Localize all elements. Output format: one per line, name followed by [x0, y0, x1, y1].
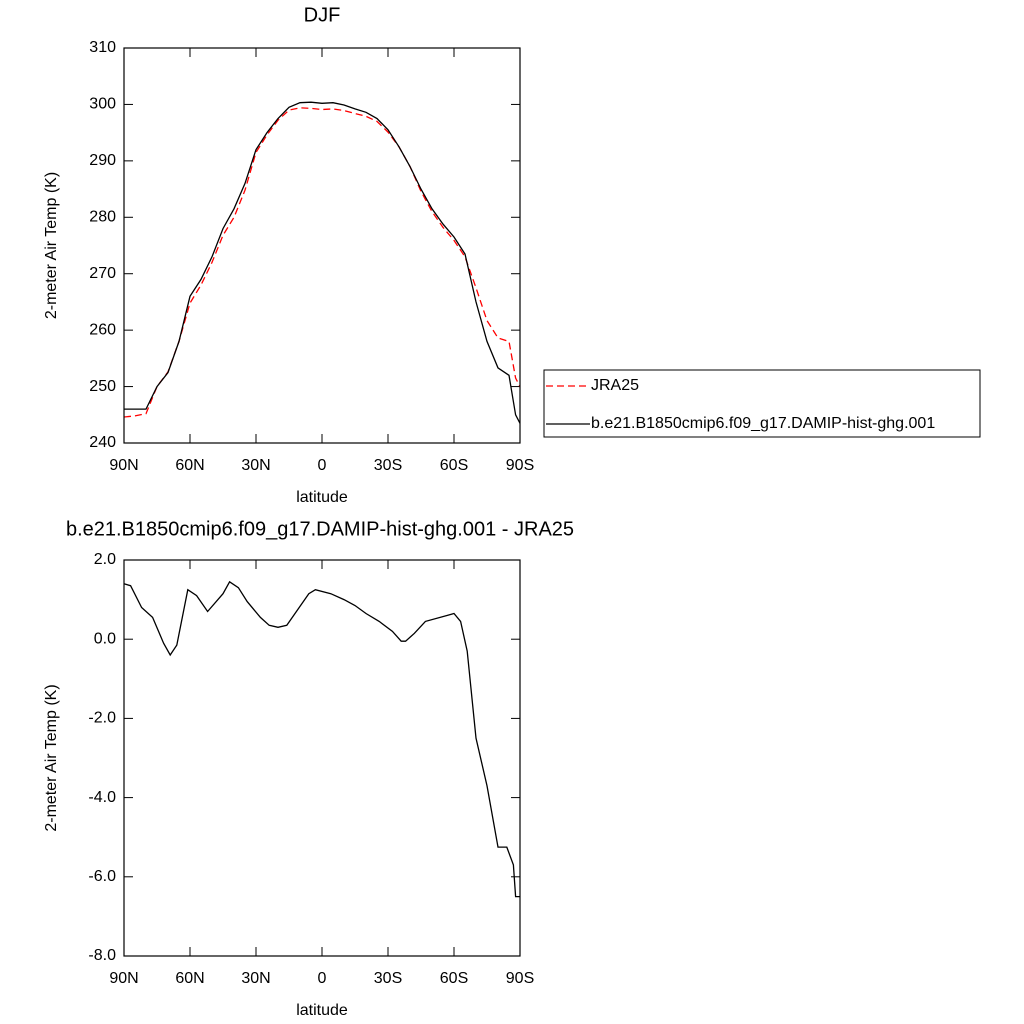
- x-tick-label: 90S: [506, 457, 534, 474]
- y-tick-label: 270: [89, 265, 116, 282]
- legend-label: b.e21.B1850cmip6.f09_g17.DAMIP-hist-ghg.…: [591, 415, 935, 432]
- y-tick-label: -8.0: [88, 947, 116, 964]
- data-line: [123, 580, 520, 898]
- y-tick-label: -2.0: [88, 710, 116, 727]
- x-tick-label: 30N: [241, 970, 270, 987]
- x-tick-label: 0: [318, 457, 327, 474]
- plot-frame: [123, 559, 521, 957]
- y-tick-label: 310: [89, 39, 116, 56]
- y-tick-label: 260: [89, 321, 116, 338]
- y-tick-label: 280: [89, 209, 116, 226]
- y-tick-label: 240: [89, 434, 116, 451]
- x-tick-label: 60S: [440, 457, 468, 474]
- legend-label: JRA25: [591, 377, 639, 394]
- x-tick-label: 60N: [175, 457, 204, 474]
- x-tick-label: 90N: [109, 970, 138, 987]
- x-tick-label: 60N: [175, 970, 204, 987]
- x-tick-label: 30N: [241, 457, 270, 474]
- chart-title: DJF: [304, 4, 341, 26]
- y-tick-label: 290: [89, 152, 116, 169]
- x-tick-label: 30S: [374, 970, 402, 987]
- x-tick-label: 0: [318, 970, 327, 987]
- x-tick-label: 60S: [440, 970, 468, 987]
- legend-box: [543, 369, 981, 438]
- x-axis-label: latitude: [296, 1002, 348, 1019]
- y-tick-label: 2.0: [94, 551, 116, 568]
- x-tick-label: 90S: [506, 970, 534, 987]
- data-line: [124, 101, 521, 424]
- y-axis-label: 2-meter Air Temp (K): [43, 684, 60, 831]
- y-tick-label: 250: [89, 378, 116, 395]
- y-tick-label: 300: [89, 96, 116, 113]
- x-axis-label: latitude: [296, 489, 348, 506]
- y-axis-label: 2-meter Air Temp (K): [43, 172, 60, 319]
- x-tick-label: 30S: [374, 457, 402, 474]
- y-tick-label: -4.0: [88, 789, 116, 806]
- plot-frame: [123, 47, 521, 444]
- chart-title: b.e21.B1850cmip6.f09_g17.DAMIP-hist-ghg.…: [66, 518, 574, 540]
- y-tick-label: -6.0: [88, 868, 116, 885]
- y-tick-label: 0.0: [94, 630, 116, 647]
- x-tick-label: 90N: [109, 457, 138, 474]
- data-line: [123, 107, 521, 418]
